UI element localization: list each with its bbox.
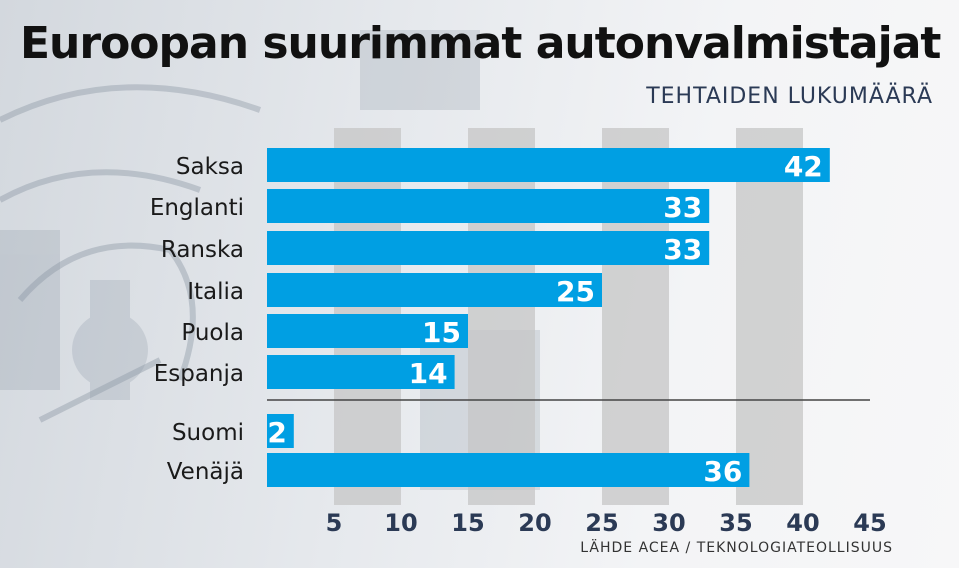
- bar-englanti: [267, 189, 710, 223]
- category-label-ranska: Ranska: [161, 237, 244, 263]
- category-label-saksa: Saksa: [176, 154, 244, 180]
- category-label-espanja: Espanja: [154, 361, 244, 387]
- grid-band: [602, 128, 669, 505]
- bar-venaja: [267, 453, 750, 487]
- x-axis-ticks: 5 10 15 20 25 30 35 40 45: [326, 509, 887, 537]
- bar-puola: [267, 314, 468, 348]
- value-labels: 42 33 33 25 15 14 2 36: [267, 150, 822, 488]
- chart-subtitle: TEHTAIDEN LUKUMÄÄRÄ: [646, 84, 933, 109]
- bar-espanja: [267, 355, 455, 389]
- value-label-puola: 15: [422, 316, 461, 349]
- value-label-ranska: 33: [663, 233, 702, 266]
- x-tick-label: 30: [652, 509, 685, 537]
- x-tick-label: 45: [853, 509, 886, 537]
- value-label-englanti: 33: [663, 191, 702, 224]
- value-label-espanja: 14: [409, 357, 448, 390]
- x-tick-label: 15: [451, 509, 484, 537]
- category-label-englanti: Englanti: [150, 195, 244, 221]
- category-label-puola: Puola: [181, 320, 244, 346]
- value-label-saksa: 42: [784, 150, 823, 183]
- category-label-italia: Italia: [187, 279, 244, 305]
- value-label-italia: 25: [556, 275, 595, 308]
- chart-title: Euroopan suurimmat autonvalmistajat: [20, 18, 941, 69]
- value-label-suomi: 2: [267, 416, 286, 449]
- x-tick-label: 40: [786, 509, 819, 537]
- bar-saksa: [267, 148, 830, 182]
- x-tick-label: 35: [719, 509, 752, 537]
- bars: [267, 148, 830, 487]
- category-label-venaja: Venäjä: [167, 459, 244, 485]
- value-label-venaja: 36: [703, 455, 742, 488]
- x-tick-label: 20: [518, 509, 551, 537]
- x-tick-label: 10: [384, 509, 417, 537]
- category-label-suomi: Suomi: [172, 420, 244, 446]
- bar-italia: [267, 273, 602, 307]
- x-tick-label: 25: [585, 509, 618, 537]
- bar-ranska: [267, 231, 710, 265]
- category-labels: Saksa Englanti Ranska Italia Puola Espanja Suo…: [150, 154, 244, 485]
- source-note: LÄHDE ACEA / TEKNOLOGIATEOLLISUUS: [580, 540, 893, 556]
- x-tick-label: 5: [326, 509, 343, 537]
- grid-band: [736, 128, 803, 505]
- bar-suomi: [267, 414, 294, 448]
- grid-band: [468, 128, 535, 505]
